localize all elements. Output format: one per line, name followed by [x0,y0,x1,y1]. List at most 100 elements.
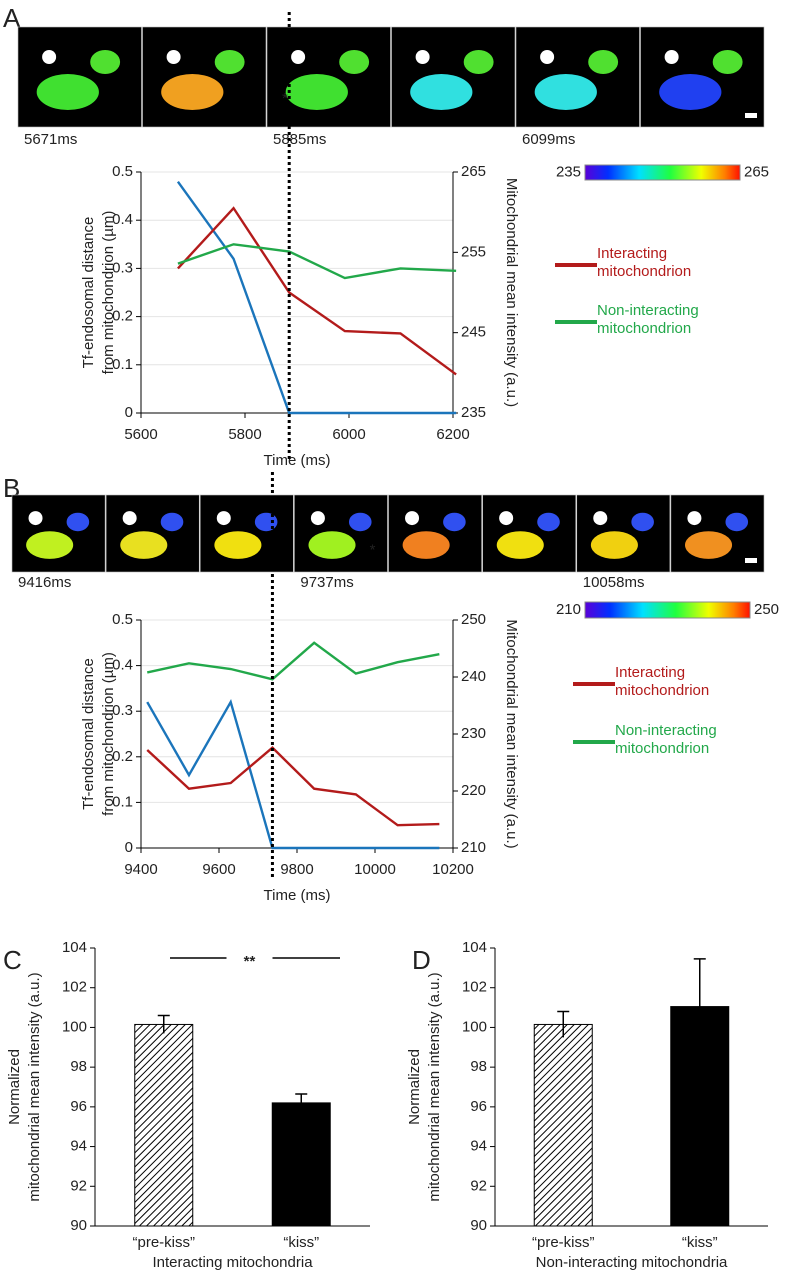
frame-label: 5671ms [24,131,77,148]
panel-letter: D [412,945,431,975]
y-tick-label: 90 [70,1217,87,1234]
y-tick-label: 98 [470,1058,487,1075]
endosome [28,511,43,526]
endosome [291,50,306,64]
y2-axis-label: Mitochondrial mean intensity (a.u.) [503,619,520,848]
x-tick-label: 6200 [436,426,469,443]
x-tick-label: “pre-kiss” [532,1234,595,1251]
mitochondrion-blob [339,50,370,74]
y2-tick-label: 250 [461,611,486,628]
asterisk: * [282,90,288,107]
y-tick-label: 0.2 [112,308,133,325]
mitochondrion-blob [348,512,372,532]
y2-tick-label: 230 [461,725,486,742]
x-tick-label: 6000 [332,426,365,443]
legend-label: Interacting mitochondrion [615,664,710,699]
endosome [540,50,555,64]
mitochondrion-blob [26,531,74,559]
y-tick-label: 100 [62,1018,87,1035]
y-tick-label: 98 [70,1058,87,1075]
mitochondrion-blob [36,74,99,110]
endosome [166,50,181,64]
mitochondrion-blob [160,512,184,532]
series-line [146,746,440,827]
series-line [177,243,457,280]
y-tick-label: 90 [470,1217,487,1234]
error-bar [693,958,706,1055]
endosome [687,511,702,526]
bar [134,1023,194,1227]
y2-tick-label: 245 [461,324,486,341]
mitochondrion-blob [308,531,356,559]
colorbar-label: 235 [556,163,581,180]
asterisk: * [370,541,376,558]
colorbar [584,164,741,181]
y2-tick-label: 240 [461,668,486,685]
y2-axis-label: Mitochondrial mean intensity (a.u.) [503,178,520,407]
y2-tick-label: 255 [461,243,486,260]
mitochondrion-blob [161,74,224,110]
mitochondrion-blob [712,50,743,74]
mitochondrion-blob [590,531,638,559]
x-tick-label: 5800 [228,426,261,443]
scale-bar [745,113,757,118]
x-tick-label: 9800 [280,861,313,878]
y-tick-label: 0.2 [112,748,133,765]
endosome [499,511,514,526]
colorbar-label: 250 [754,601,779,618]
y-axis-label: Tf-endosomal distance [80,658,97,810]
y-tick-label: 102 [62,979,87,996]
legend-label-box: Non-interacting mitochondrion [597,302,699,337]
y-tick-label: 0.3 [112,259,133,276]
y-axis-label: Normalized [406,1049,423,1125]
mitochondrion-blob [214,531,262,559]
mitochondrion-blob [725,512,749,532]
mitochondrion-blob [66,512,90,532]
y2-tick-label: 265 [461,163,486,180]
y-axis-label: mitochondrial mean intensity (a.u.) [26,972,43,1201]
y2-tick-label: 220 [461,782,486,799]
x-axis-label: Non-interacting mitochondria [536,1254,728,1271]
colorbar-label: 210 [556,601,581,618]
legend-label: Non-interacting mitochondrion [597,302,699,337]
y-axis-label: from mitochondrion (µm) [100,652,117,816]
bar [533,1023,593,1227]
significance-label: ** [244,953,256,970]
y-tick-label: 0.3 [112,702,133,719]
frame-label: 5885ms [273,131,326,148]
x-axis-label: Time (ms) [264,887,331,904]
y-tick-label: 100 [462,1018,487,1035]
series-line [146,641,440,681]
x-tick-label: 10000 [354,861,396,878]
mitochondrion-blob [120,531,168,559]
y-tick-label: 104 [462,939,487,956]
mitochondrion-blob [631,512,654,532]
y-tick-label: 96 [470,1098,487,1115]
endosome [593,511,608,526]
x-tick-label: “kiss” [283,1234,319,1251]
endosome [405,511,420,526]
x-tick-label: 5600 [124,426,157,443]
endosome [42,50,57,64]
colorbar [584,601,751,619]
x-tick-label: “pre-kiss” [133,1234,196,1251]
y-tick-label: 94 [470,1138,487,1155]
y-tick-label: 0.5 [112,611,133,628]
mitochondrion-blob [410,74,473,110]
mitochondrion-blob [402,531,450,559]
y-tick-label: 0.5 [112,163,133,180]
y-axis-label: from mitochondrion (µm) [100,211,117,375]
mitochondrion-blob [285,74,348,110]
legend-label-box: Interacting mitochondrion [615,664,710,699]
mitochondrion-blob [90,50,121,74]
y2-tick-label: 235 [461,404,486,421]
mitochondrion-blob [684,531,733,559]
frame-label: 9416ms [18,574,71,591]
scale-bar [745,558,757,563]
y-tick-label: 92 [470,1177,487,1194]
mitochondrion-blob [534,74,597,110]
error-bar [295,1093,308,1112]
x-tick-label: 10200 [432,861,474,878]
y-tick-label: 94 [70,1138,87,1155]
